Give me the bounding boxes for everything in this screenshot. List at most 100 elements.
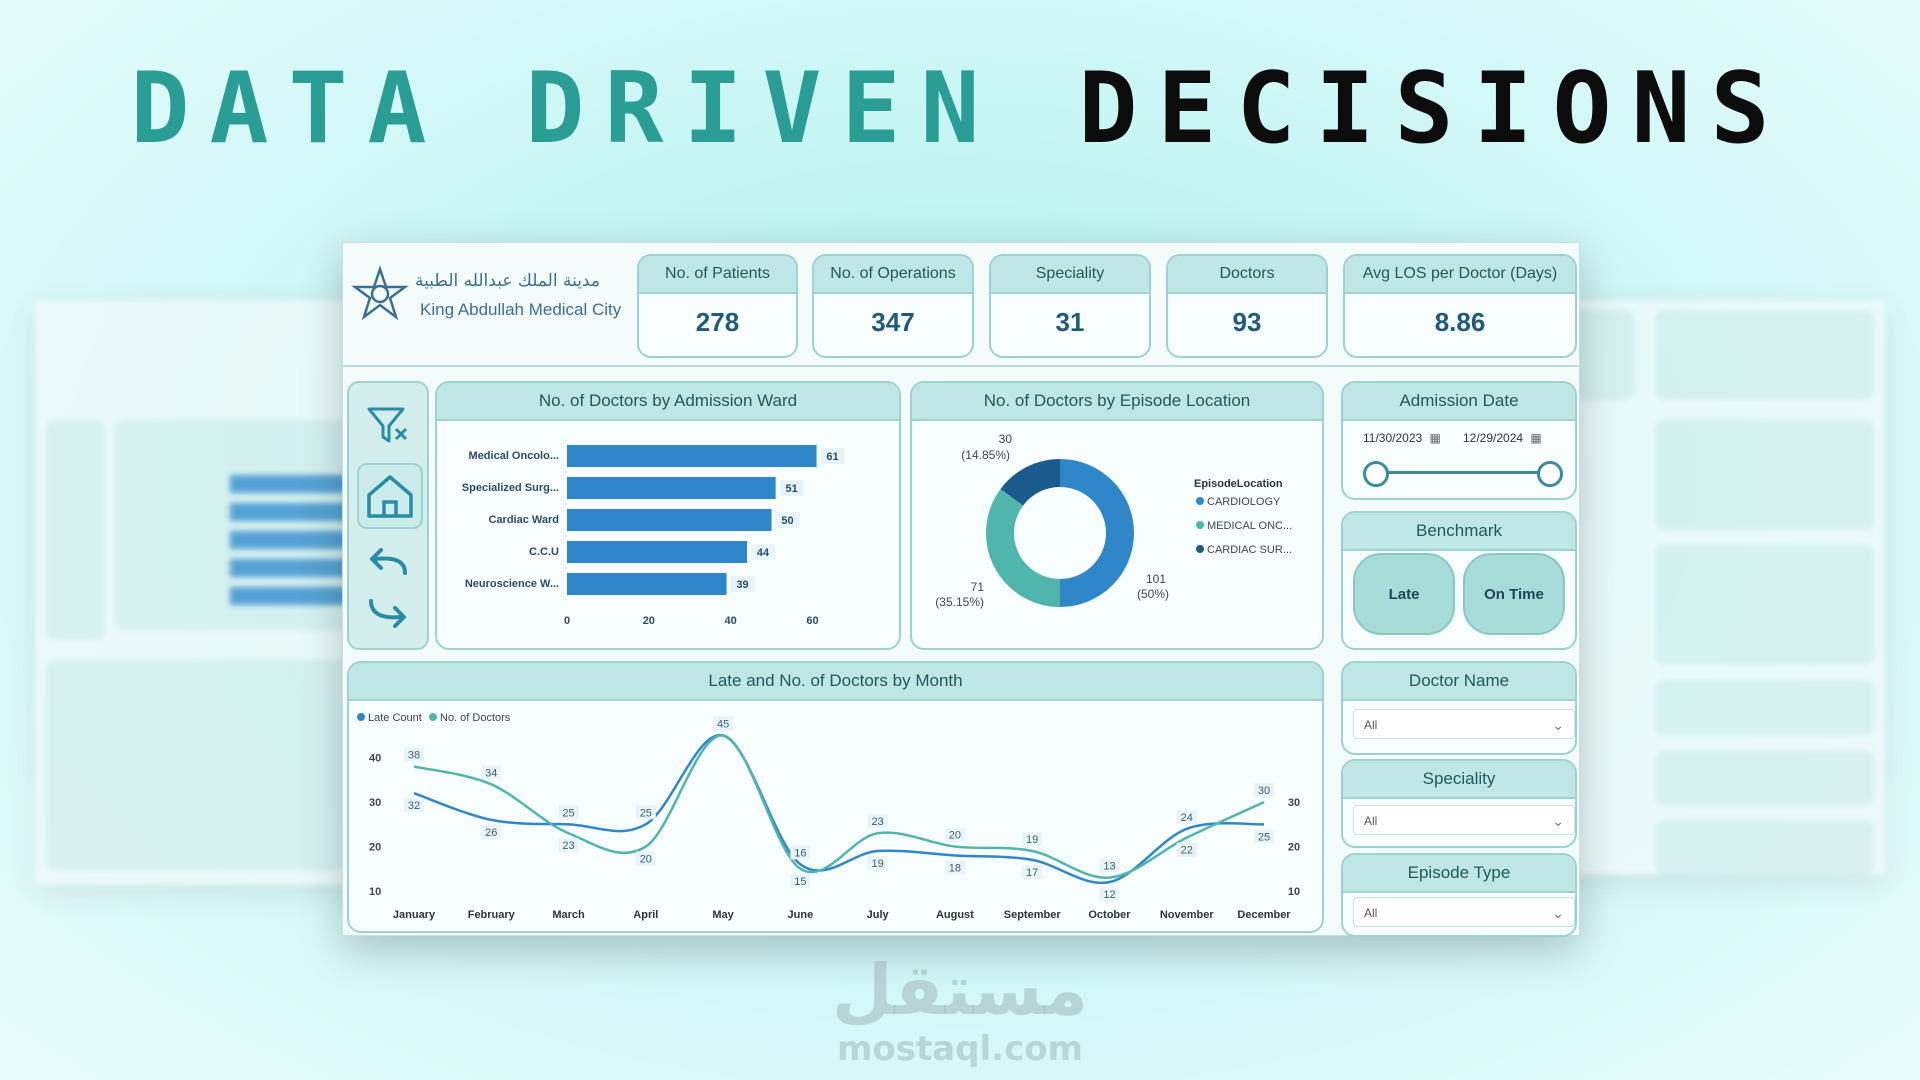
- y-tick-label-left: 40: [369, 753, 381, 765]
- slice-value-label: 101: [1146, 572, 1166, 586]
- x-tick-label: February: [468, 909, 516, 921]
- series-line-0: [413, 734, 1265, 885]
- x-tick-label: July: [867, 909, 890, 921]
- data-label-bg: [1099, 858, 1120, 873]
- data-label-bg: [404, 747, 424, 762]
- month-chart-title: Late and No. of Doctors by Month: [349, 663, 1322, 701]
- episode-type-dropdown[interactable]: All ⌄: [1353, 897, 1575, 927]
- calendar-icon: ▦: [1530, 431, 1542, 445]
- bar-category-label: Medical Oncolo...: [469, 450, 559, 462]
- on-time-button[interactable]: On Time: [1463, 553, 1565, 635]
- x-tick-label: August: [936, 909, 974, 921]
- doctor-name-slicer: Doctor Name All ⌄: [1341, 661, 1577, 755]
- legend-label: CARDIOLOGY: [1207, 496, 1281, 508]
- redo-icon: [369, 599, 406, 628]
- data-label-bg: [558, 805, 579, 820]
- calendar-icon: ▦: [1429, 431, 1441, 445]
- data-label: 18: [949, 862, 961, 874]
- y-tick-label-left: 20: [369, 842, 381, 854]
- admission-date-title: Admission Date: [1343, 383, 1575, 421]
- bar-category-label: Neuroscience W...: [465, 578, 559, 590]
- data-label: 24: [1181, 812, 1193, 824]
- redo-button[interactable]: [357, 588, 419, 638]
- date-slider-end-handle[interactable]: [1537, 461, 1563, 487]
- date-slider-track[interactable]: [1377, 471, 1551, 474]
- legend-label: No. of Doctors: [440, 712, 511, 724]
- data-label: 22: [1181, 845, 1193, 857]
- kpi-label: No. of Operations: [814, 256, 972, 294]
- x-tick-label: January: [393, 909, 436, 921]
- undo-button[interactable]: [357, 538, 419, 588]
- donut-slice-0: [1060, 459, 1134, 607]
- header-separator: [343, 365, 1579, 367]
- filter-clear-icon: [367, 407, 408, 443]
- ward-bar-chart-panel: No. of Doctors by Admission Ward Medical…: [435, 381, 901, 650]
- data-label-bg: [944, 860, 965, 875]
- donut-slice-1: [986, 488, 1060, 607]
- kpi-value: 31: [1055, 307, 1085, 337]
- bar-value-label: 50: [781, 515, 793, 527]
- ward-bar-chart: Medical Oncolo... 61 Specialized Surg... 51…: [462, 445, 845, 627]
- doctor-name-dropdown[interactable]: All ⌄: [1353, 709, 1575, 739]
- doctor-name-title: Doctor Name: [1343, 663, 1575, 701]
- kpi-operations: No. of Operations 347: [812, 254, 974, 358]
- logo-arabic: مدينة الملك عبدالله الطبية: [415, 271, 600, 291]
- location-chart-title: No. of Doctors by Episode Location: [912, 383, 1322, 421]
- bar-0: [567, 445, 817, 467]
- headline-part-2: DECISIONS: [1078, 52, 1790, 166]
- bar-category-label: C.C.U: [529, 546, 559, 558]
- series-line-1: [413, 734, 1265, 879]
- legend-label: CARDIAC SUR...: [1207, 544, 1292, 556]
- bar-value-label: 44: [757, 547, 770, 559]
- date-slider-start-handle[interactable]: [1363, 461, 1389, 487]
- home-button[interactable]: [357, 463, 423, 529]
- speciality-slicer: Speciality All ⌄: [1341, 759, 1577, 848]
- slice-value-label: 71: [971, 580, 985, 594]
- data-label: 34: [485, 767, 497, 779]
- data-label: 20: [949, 830, 961, 842]
- logo-english: King Abdullah Medical City: [420, 300, 622, 319]
- data-label-bg: [867, 814, 888, 829]
- data-label-bg: [481, 824, 502, 839]
- bar-category-label: Specialized Surg...: [462, 482, 559, 494]
- speciality-dropdown[interactable]: All ⌄: [1353, 805, 1575, 835]
- data-label-bg: [635, 805, 656, 820]
- bar-2: [567, 509, 772, 531]
- data-label: 45: [717, 718, 729, 730]
- background-dashboard-left: [35, 300, 365, 885]
- x-tick-label: 20: [643, 615, 655, 627]
- bar-4: [567, 573, 727, 595]
- data-label: 13: [1103, 861, 1115, 873]
- headline-part-1: DATA DRIVEN: [130, 52, 1000, 166]
- bar-1: [567, 477, 776, 499]
- donut-slice-2: [1000, 459, 1060, 506]
- data-label-bg: [1099, 887, 1120, 902]
- data-label: 20: [640, 854, 652, 866]
- data-label-bg: [558, 838, 579, 853]
- x-tick-label: April: [633, 909, 658, 921]
- month-line-chart-panel: Late and No. of Doctors by Month Late Co…: [347, 661, 1324, 933]
- start-date-input[interactable]: 11/30/2023 ▦: [1363, 431, 1441, 445]
- clear-filters-button[interactable]: [357, 393, 419, 455]
- y-tick-label-right: 10: [1288, 886, 1300, 898]
- undo-icon: [370, 548, 407, 575]
- legend-marker: [357, 713, 365, 721]
- late-button[interactable]: Late: [1353, 553, 1455, 635]
- x-tick-label: 40: [725, 615, 737, 627]
- kpi-avg-los: Avg LOS per Doctor (Days) 8.86: [1343, 254, 1577, 358]
- chevron-down-icon: ⌄: [1552, 905, 1564, 921]
- end-date-value: 12/29/2024: [1463, 431, 1524, 445]
- kpi-value: 278: [695, 307, 740, 337]
- data-label-bg: [713, 716, 734, 731]
- data-label-bg: [1176, 809, 1197, 824]
- kpi-label: No. of Patients: [639, 256, 796, 294]
- end-date-input[interactable]: 12/29/2024 ▦: [1463, 431, 1542, 445]
- x-tick-label: May: [712, 909, 734, 921]
- slice-percent-label: (35.15%): [935, 595, 984, 609]
- month-line-chart: Late Count No. of Doctors 10 20 30 40 10 20 30 Ja…: [357, 712, 1300, 921]
- benchmark-slicer: Benchmark Late On Time: [1341, 511, 1577, 650]
- chevron-down-icon: ⌄: [1552, 717, 1564, 733]
- x-tick-label: October: [1088, 909, 1131, 921]
- data-label-bg: [1022, 832, 1043, 846]
- y-tick-label-right: 20: [1288, 842, 1300, 854]
